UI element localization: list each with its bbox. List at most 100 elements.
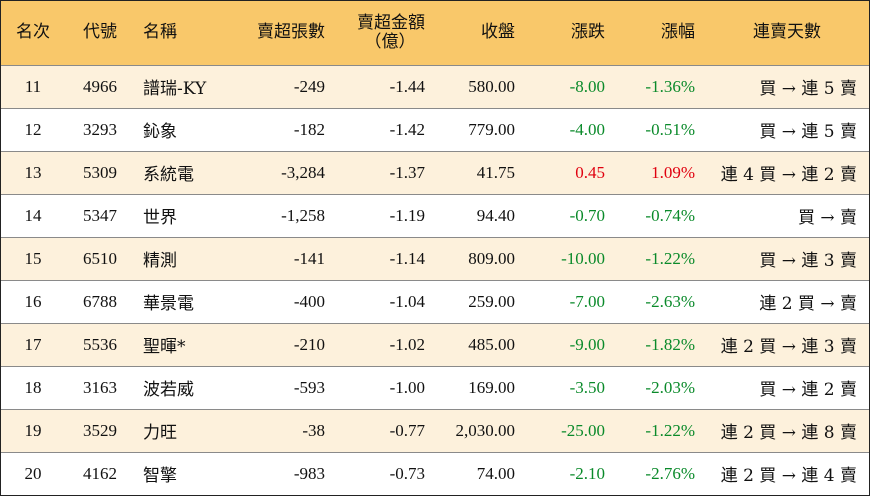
cell-change-pct: 1.09% xyxy=(651,162,695,182)
cell-change: -4.00 xyxy=(569,119,605,139)
cell-name: 智擎 xyxy=(143,466,177,487)
cell-close: 74.00 xyxy=(476,463,515,483)
header-change-pct: 漲幅 xyxy=(661,22,695,43)
cell-rank: 17 xyxy=(24,334,42,354)
table-row: 17 5536 聖暉* -210 -1.02 485.00 -9.00 -1.82% 連 2 買… xyxy=(1,323,869,366)
table-row: 14 5347 世界 -1,258 -1.19 94.40 -0.70 -0.74% 買 → 賣 xyxy=(1,194,869,237)
cell-name: 波若威 xyxy=(143,380,194,400)
cell-close: 259.00 xyxy=(468,291,515,311)
cell-sell-shares: -593 xyxy=(293,377,325,397)
cell-sell-amount: -1.04 xyxy=(389,291,425,311)
cell-code: 5309 xyxy=(83,162,117,182)
cell-change: -9.00 xyxy=(569,334,605,354)
cell-code: 6510 xyxy=(83,248,117,268)
cell-change: -2.10 xyxy=(569,463,605,483)
cell-code: 3293 xyxy=(83,119,117,139)
cell-sell-amount: -1.19 xyxy=(389,205,425,225)
header-sell-amount-line1: 賣超金額 xyxy=(357,12,425,33)
cell-sell-shares: -38 xyxy=(302,420,325,440)
cell-sell-amount: -1.00 xyxy=(389,377,425,397)
table-row: 15 6510 精測 -141 -1.14 809.00 -10.00 -1.22% 買 → 連… xyxy=(1,237,869,280)
cell-change-pct: -0.74% xyxy=(645,205,695,225)
cell-change-pct: -1.82% xyxy=(645,334,695,354)
cell-rank: 20 xyxy=(24,463,42,483)
cell-close: 169.00 xyxy=(468,377,515,397)
table-row: 12 3293 鈊象 -182 -1.42 779.00 -4.00 -0.51% 買 → 連 … xyxy=(1,108,869,151)
table-body: 11 4966 譜瑞-KY -249 -1.44 580.00 -8.00 -1.36% 買 →… xyxy=(1,65,869,495)
cell-sell-shares: -249 xyxy=(293,76,325,96)
table-header: 名次 代號 名稱 賣超張數 賣超金額 （億） 收盤 漲跌 漲幅 連賣天數 xyxy=(1,1,869,65)
cell-change: -3.50 xyxy=(569,377,605,397)
cell-change-pct: -2.63% xyxy=(645,291,695,311)
cell-code: 5536 xyxy=(83,334,117,354)
cell-rank: 16 xyxy=(24,291,42,311)
cell-change: -7.00 xyxy=(569,291,605,311)
header-streak: 連賣天數 xyxy=(753,22,821,43)
cell-sell-shares: -1,258 xyxy=(281,205,325,225)
cell-sell-shares: -983 xyxy=(293,463,325,483)
cell-change: -8.00 xyxy=(569,76,605,96)
header-close: 收盤 xyxy=(481,22,515,43)
cell-rank: 18 xyxy=(24,377,42,397)
table-row: 19 3529 力旺 -38 -0.77 2,030.00 -25.00 -1.22% 連 2 … xyxy=(1,409,869,452)
cell-rank: 13 xyxy=(24,162,42,182)
cell-rank: 19 xyxy=(24,420,42,440)
header-change: 漲跌 xyxy=(571,22,605,43)
cell-close: 809.00 xyxy=(468,248,515,268)
cell-streak: 連 2 買 → 連 8 賣 xyxy=(720,423,857,443)
cell-rank: 15 xyxy=(24,248,42,268)
cell-name: 譜瑞-KY xyxy=(143,79,207,99)
cell-name: 力旺 xyxy=(143,423,177,443)
cell-change-pct: -1.36% xyxy=(645,76,695,96)
cell-close: 94.40 xyxy=(476,205,515,225)
cell-streak: 買 → 連 3 賣 xyxy=(759,251,857,271)
cell-streak: 連 2 買 → 連 3 賣 xyxy=(720,337,857,357)
cell-name: 華景電 xyxy=(143,294,194,314)
header-rank: 名次 xyxy=(16,22,50,43)
cell-close: 779.00 xyxy=(468,119,515,139)
table-row: 11 4966 譜瑞-KY -249 -1.44 580.00 -8.00 -1.36% 買 →… xyxy=(1,65,869,108)
cell-close: 41.75 xyxy=(476,162,515,182)
cell-sell-shares: -3,284 xyxy=(281,162,325,182)
cell-change: -10.00 xyxy=(561,248,605,268)
cell-change: 0.45 xyxy=(575,162,605,182)
header-sell-amount: 賣超金額 （億） xyxy=(335,1,435,65)
cell-sell-amount: -1.02 xyxy=(389,334,425,354)
cell-sell-shares: -141 xyxy=(293,248,325,268)
cell-sell-amount: -0.73 xyxy=(389,463,425,483)
cell-close: 580.00 xyxy=(468,76,515,96)
cell-sell-amount: -0.77 xyxy=(389,420,425,440)
cell-sell-amount: -1.42 xyxy=(389,119,425,139)
table-row: 20 4162 智擎 -983 -0.73 74.00 -2.10 -2.76% 連 2 買 →… xyxy=(1,452,869,495)
cell-streak: 買 → 連 5 賣 xyxy=(759,79,857,99)
cell-change-pct: -2.03% xyxy=(645,377,695,397)
header-sell-amount-line2: （億） xyxy=(364,31,416,52)
table-row: 18 3163 波若威 -593 -1.00 169.00 -3.50 -2.03% 買 → 連… xyxy=(1,366,869,409)
table-row: 16 6788 華景電 -400 -1.04 259.00 -7.00 -2.63% 連 2 買… xyxy=(1,280,869,323)
cell-name: 精測 xyxy=(143,251,177,271)
cell-close: 485.00 xyxy=(468,334,515,354)
cell-streak: 買 → 連 5 賣 xyxy=(759,122,857,142)
cell-name: 鈊象 xyxy=(143,122,177,142)
cell-change-pct: -2.76% xyxy=(645,463,695,483)
cell-streak: 連 2 買 → 賣 xyxy=(759,294,857,314)
cell-sell-shares: -182 xyxy=(293,119,325,139)
header-sell-shares: 賣超張數 xyxy=(257,22,325,43)
cell-code: 3163 xyxy=(83,377,117,397)
cell-sell-amount: -1.44 xyxy=(389,76,425,96)
cell-code: 5347 xyxy=(83,205,117,225)
header-row: 名次 代號 名稱 賣超張數 賣超金額 （億） 收盤 漲跌 漲幅 連賣天數 xyxy=(1,1,869,65)
cell-change: -0.70 xyxy=(569,205,605,225)
cell-change-pct: -1.22% xyxy=(645,248,695,268)
cell-name: 系統電 xyxy=(143,165,194,185)
cell-sell-shares: -210 xyxy=(293,334,325,354)
cell-name: 世界 xyxy=(143,208,177,228)
cell-rank: 14 xyxy=(24,205,42,225)
cell-streak: 買 → 連 2 賣 xyxy=(759,380,857,400)
cell-change-pct: -1.22% xyxy=(645,420,695,440)
cell-sell-amount: -1.14 xyxy=(389,248,425,268)
cell-code: 6788 xyxy=(83,291,117,311)
cell-sell-amount: -1.37 xyxy=(389,162,425,182)
